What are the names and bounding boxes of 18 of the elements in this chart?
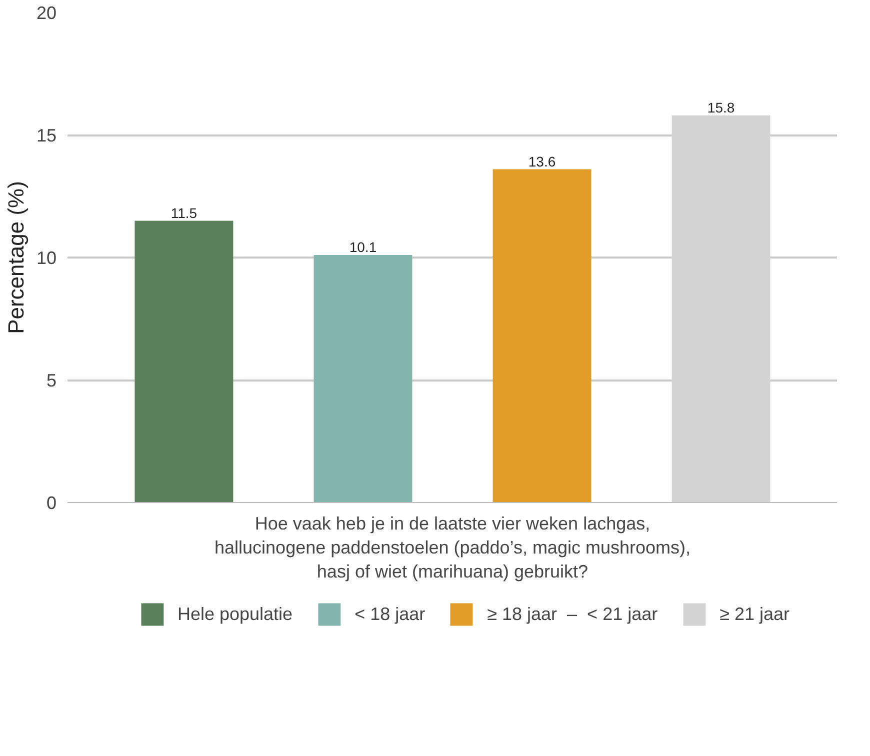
y-tick-label: 0 [46, 493, 57, 513]
y-tick-label: 15 [36, 126, 57, 146]
bar [134, 220, 234, 502]
y-tick-label: 5 [46, 370, 57, 390]
bar [314, 255, 412, 502]
data-label: 15.8 [707, 99, 735, 116]
y-tick-label: 20 [36, 3, 57, 23]
data-label: 10.1 [349, 239, 377, 256]
y-axis-title: Percentage (%) [3, 181, 28, 334]
legend-label: ≥ 18 jaar – < 21 jaar [487, 604, 658, 624]
legend-label: < 18 jaar [354, 604, 426, 624]
x-axis-title: Hoe vaak heb je in de laatste vier weken lachgas, hallucinogene paddenstoelen (paddo’s, magic mushrooms), hasj of wiet (marihuana) gebruikt? [214, 514, 690, 582]
legend-label: Hele populatie [177, 604, 293, 624]
data-label: 11.5 [170, 204, 198, 221]
legend-label: ≥ 21 jaar [720, 604, 790, 624]
data-label: 13.6 [528, 153, 556, 170]
y-tick-label: 10 [36, 248, 57, 268]
bar [492, 169, 592, 502]
